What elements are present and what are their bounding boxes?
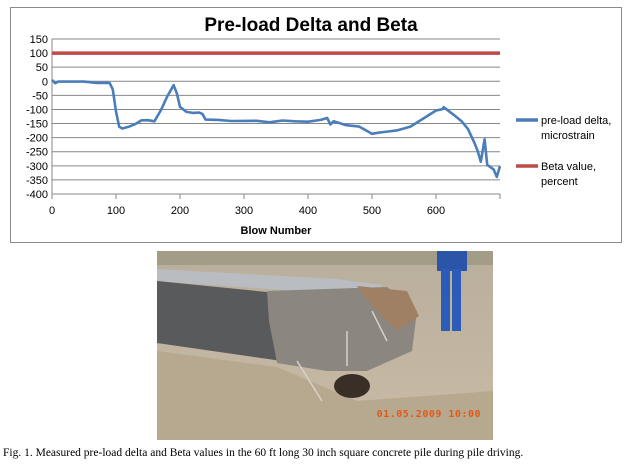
y-tick-label: -150	[26, 119, 48, 131]
chart-title: Pre-load Delta and Beta	[204, 15, 418, 36]
pile-photo-drawing	[157, 251, 493, 440]
y-tick-label: 50	[36, 62, 48, 74]
x-tick-label: 300	[235, 205, 253, 217]
series-preload-delta-line	[51, 78, 502, 179]
photo-timestamp: 01.05.2009 10:00	[376, 409, 481, 420]
y-tick-label: -200	[26, 133, 48, 145]
chart-svg: Pre-load Delta and Beta 150100500-50-100…	[26, 15, 611, 237]
x-tick-label: 100	[107, 205, 125, 217]
chart: Pre-load Delta and Beta 150 100 50 0 -50 -100…	[10, 7, 622, 243]
gridlines	[52, 38, 500, 181]
series-group	[51, 51, 502, 179]
y-tick-label: 100	[30, 48, 48, 60]
y-tick-label: 150	[30, 34, 48, 46]
y-tick-label: -350	[26, 175, 48, 187]
y-tick-label: -300	[26, 161, 48, 173]
legend-label: percent	[541, 176, 578, 188]
x-axis-label: Blow Number	[241, 225, 313, 237]
y-tick-label: -250	[26, 147, 48, 159]
x-tick-label: 500	[363, 205, 381, 217]
legend-label: pre-load delta,	[541, 115, 611, 127]
y-tick-label: -100	[26, 104, 48, 116]
y-tick-label: -400	[26, 189, 48, 201]
x-axis: 0 100 200 300 400 500 600	[49, 193, 501, 217]
y-axis: 150 100 50 0 -50 -100 -150 -200 -250 -300 -350 -400	[26, 34, 53, 201]
legend-label: microstrain	[541, 130, 595, 142]
pile-photo: 01.05.2009 10:00	[157, 251, 493, 440]
y-tick-label: -50	[32, 90, 48, 102]
x-tick-label: 200	[171, 205, 189, 217]
figure-caption: Fig. 1. Measured pre-load delta and Beta…	[3, 447, 524, 459]
x-tick-label: 600	[427, 205, 445, 217]
x-tick-label: 0	[49, 205, 55, 217]
legend: pre-load delta, microstrain Beta value, per…	[516, 115, 611, 188]
legend-label: Beta value,	[541, 161, 596, 173]
y-tick-label: 0	[42, 76, 48, 88]
x-tick-label: 400	[299, 205, 317, 217]
